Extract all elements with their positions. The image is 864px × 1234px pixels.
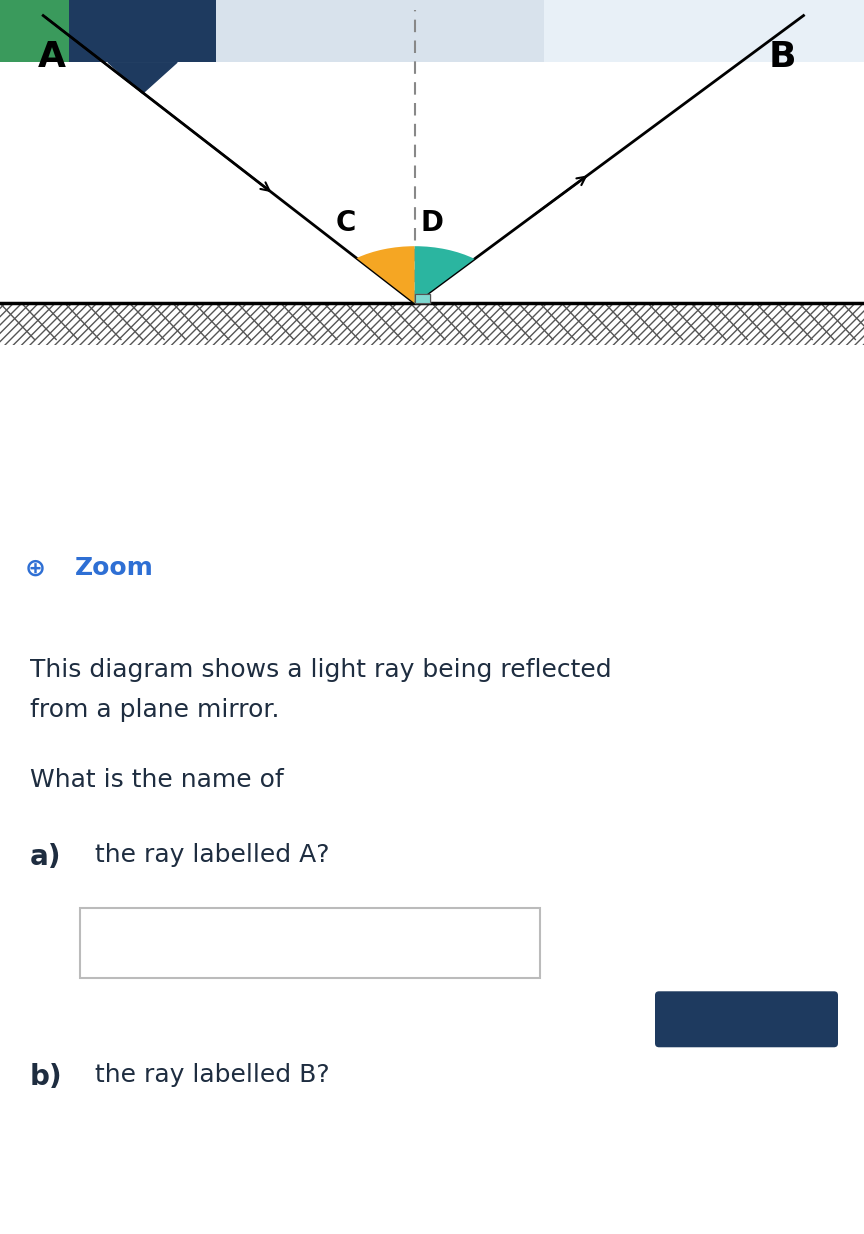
Bar — [415, 294, 430, 304]
Text: b): b) — [30, 1064, 62, 1091]
Text: What is the name of: What is the name of — [30, 769, 283, 792]
Text: the ray labelled A?: the ray labelled A? — [95, 843, 329, 868]
Bar — [544, 0, 864, 62]
Bar — [80, 908, 540, 979]
Text: To bottom ↓: To bottom ↓ — [679, 1009, 814, 1029]
Text: ⊕: ⊕ — [24, 557, 46, 580]
Text: This diagram shows a light ray being reflected: This diagram shows a light ray being ref… — [30, 658, 612, 682]
Text: D: D — [421, 209, 443, 237]
Wedge shape — [415, 247, 474, 304]
Bar — [69, 0, 216, 62]
Text: Zoom: Zoom — [75, 557, 154, 580]
Bar — [415, 294, 430, 304]
Text: Incidence: Incidence — [105, 932, 219, 955]
Text: a): a) — [30, 843, 61, 871]
Text: B: B — [768, 39, 796, 74]
Bar — [0, 304, 864, 344]
Text: A: A — [38, 39, 66, 74]
Polygon shape — [108, 62, 177, 94]
Bar — [0, 0, 69, 62]
Text: from a plane mirror.: from a plane mirror. — [30, 698, 279, 722]
Text: the ray labelled B?: the ray labelled B? — [95, 1064, 330, 1087]
Bar — [0, 304, 864, 344]
Wedge shape — [357, 247, 415, 304]
Text: C: C — [335, 209, 356, 237]
FancyBboxPatch shape — [655, 991, 838, 1048]
Bar — [216, 0, 544, 62]
